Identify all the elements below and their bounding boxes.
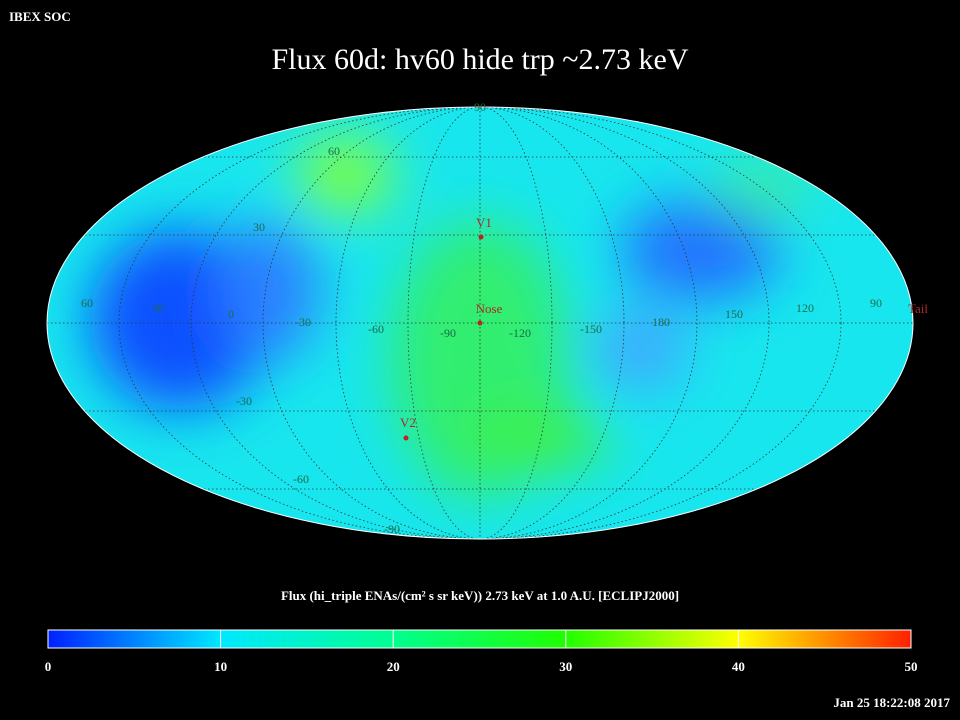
longitude-label: -120: [509, 326, 531, 340]
marker-label: Nose: [476, 301, 503, 316]
longitude-label: 150: [725, 307, 743, 321]
longitude-label: 120: [796, 301, 814, 315]
latitude-label: 30: [253, 220, 265, 234]
longitude-label: 60: [81, 296, 93, 310]
colorbar-tick-label: 30: [559, 659, 572, 674]
longitude-label: 0: [228, 307, 234, 321]
longitude-label: 180: [652, 315, 670, 329]
title: Flux 60d: hv60 hide trp ~2.73 keV: [271, 43, 688, 76]
colorbar: [47, 629, 912, 649]
longitude-label: -30: [295, 315, 311, 329]
longitude-label: 90: [870, 296, 882, 310]
marker-label: V1: [476, 215, 492, 230]
marker-label: Tail: [908, 301, 928, 316]
marker-dot: [403, 435, 409, 441]
timestamp: Jan 25 18:22:08 2017: [833, 695, 950, 710]
longitude-label: 30: [152, 301, 164, 315]
marker-label: V2: [400, 415, 416, 430]
latitude-label: -60: [293, 472, 309, 486]
longitude-label: -90: [440, 326, 456, 340]
colorbar-tick-label: 40: [732, 659, 745, 674]
colorbar-label: Flux (hi_triple ENAs/(cm² s sr keV)) 2.7…: [281, 588, 679, 603]
colorbar-tick-label: 10: [214, 659, 227, 674]
colorbar-tick-label: 0: [45, 659, 52, 674]
colorbar-tick-label: 20: [387, 659, 400, 674]
latitude-label: -90: [384, 522, 400, 536]
marker-dot: [477, 320, 483, 326]
latitude-label: 90: [474, 100, 486, 114]
sky-map: [47, 107, 913, 539]
latitude-label: 60: [328, 144, 340, 158]
longitude-label: -150: [580, 322, 602, 336]
longitude-label: -60: [368, 322, 384, 336]
org-label: IBEX SOC: [9, 9, 71, 24]
colorbar-tick-label: 50: [905, 659, 918, 674]
latitude-label: -30: [236, 394, 252, 408]
marker-dot: [478, 234, 484, 240]
